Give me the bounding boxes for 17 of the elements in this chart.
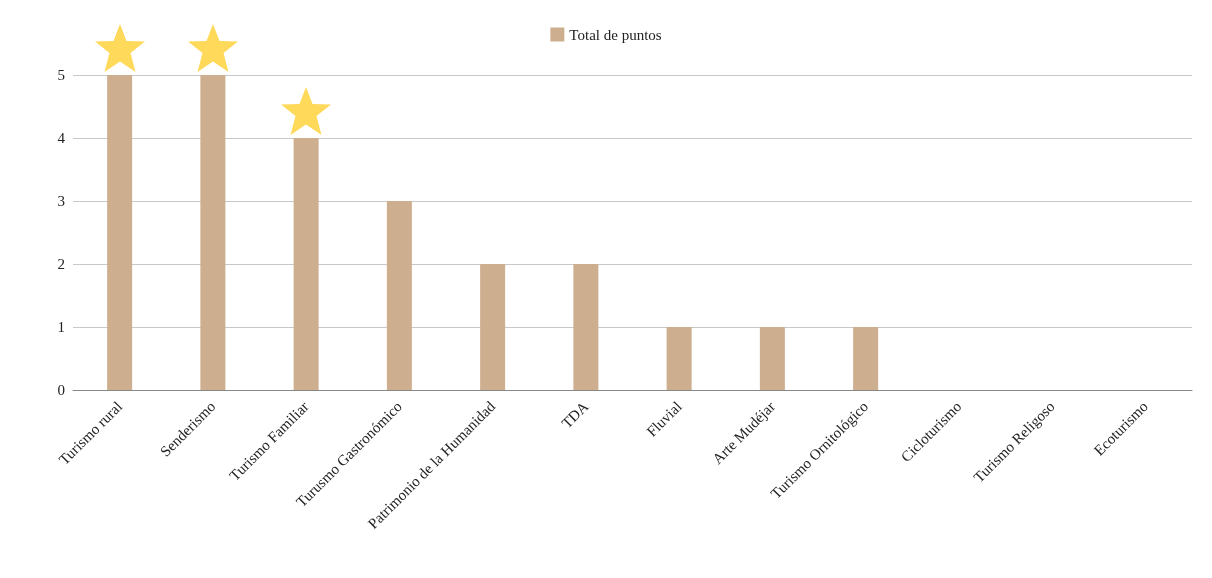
y-tick-label: 0 [57,382,65,398]
y-tick-label: 1 [57,319,65,335]
bar [759,327,785,390]
x-tick-label: TDA [558,398,592,432]
y-tick-label: 2 [57,256,65,272]
bar [853,327,879,390]
bar [666,327,692,390]
y-tick-label: 4 [57,130,66,146]
y-tick-label: 3 [57,193,65,209]
bar [107,75,133,390]
bar [386,201,412,390]
bar [573,264,599,390]
bar [293,138,319,390]
y-tick-label: 5 [57,67,65,83]
legend-label: Total de puntos [569,26,662,43]
bar [480,264,506,390]
bar [200,75,226,390]
